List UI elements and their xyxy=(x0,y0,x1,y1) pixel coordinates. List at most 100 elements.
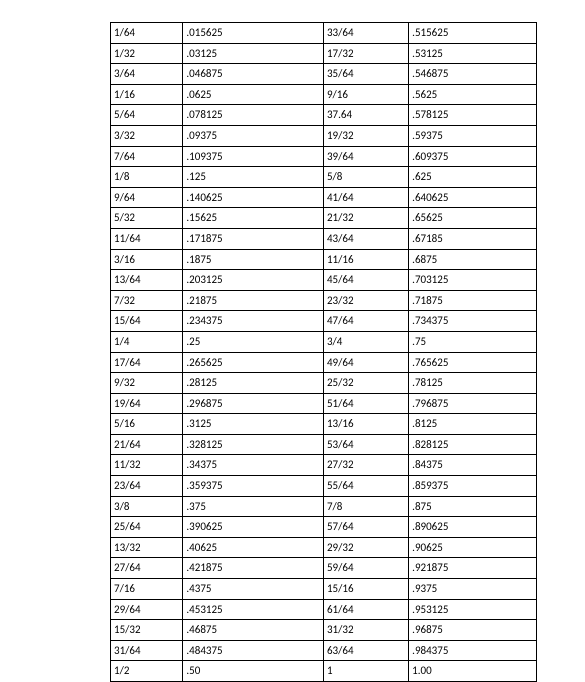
table-cell: .67185 xyxy=(409,228,537,249)
table-cell: .828125 xyxy=(409,434,537,455)
table-cell: 31/64 xyxy=(111,640,183,661)
table-cell: 63/64 xyxy=(323,640,408,661)
table-cell: 5/8 xyxy=(323,167,408,188)
table-row: 15/32.4687531/32.96875 xyxy=(111,620,537,641)
table-cell: .50 xyxy=(183,661,324,682)
table-cell: 1/2 xyxy=(111,661,183,682)
table-cell: .09375 xyxy=(183,125,324,146)
table-cell: .53125 xyxy=(409,43,537,64)
table-cell: .1875 xyxy=(183,249,324,270)
table-cell: .296875 xyxy=(183,393,324,414)
table-cell: 11/64 xyxy=(111,228,183,249)
table-cell: 5/32 xyxy=(111,208,183,229)
table-cell: .25 xyxy=(183,331,324,352)
table-cell: .96875 xyxy=(409,620,537,641)
table-cell: 29/64 xyxy=(111,599,183,620)
table-row: 27/64.42187559/64.921875 xyxy=(111,558,537,579)
table-cell: 11/16 xyxy=(323,249,408,270)
table-row: 13/32.4062529/32.90625 xyxy=(111,537,537,558)
table-cell: 19/32 xyxy=(323,125,408,146)
table-cell: .609375 xyxy=(409,146,537,167)
table-row: 31/64.48437563/64.984375 xyxy=(111,640,537,661)
table-row: 11/32.3437527/32.84375 xyxy=(111,455,537,476)
table-cell: 29/32 xyxy=(323,537,408,558)
table-cell: .390625 xyxy=(183,517,324,538)
table-row: 23/64.35937555/64.859375 xyxy=(111,476,537,497)
table-row: 3/32.0937519/32.59375 xyxy=(111,125,537,146)
table-cell: 21/32 xyxy=(323,208,408,229)
table-cell: 1/8 xyxy=(111,167,183,188)
table-cell: .140625 xyxy=(183,187,324,208)
table-cell: .4375 xyxy=(183,579,324,600)
table-cell: .75 xyxy=(409,331,537,352)
table-cell: 11/32 xyxy=(111,455,183,476)
table-row: 7/64.10937539/64.609375 xyxy=(111,146,537,167)
table-cell: .625 xyxy=(409,167,537,188)
table-row: 1/8.1255/8.625 xyxy=(111,167,537,188)
table-row: 1/2.5011.00 xyxy=(111,661,537,682)
table-cell: 1/16 xyxy=(111,84,183,105)
table-cell: .328125 xyxy=(183,434,324,455)
table-row: 1/64.01562533/64.515625 xyxy=(111,23,537,44)
table-cell: .0625 xyxy=(183,84,324,105)
table-cell: 47/64 xyxy=(323,311,408,332)
table-cell: .859375 xyxy=(409,476,537,497)
table-cell: 23/32 xyxy=(323,290,408,311)
table-cell: 9/32 xyxy=(111,373,183,394)
table-cell: 17/32 xyxy=(323,43,408,64)
table-cell: 55/64 xyxy=(323,476,408,497)
table-row: 7/16.437515/16.9375 xyxy=(111,579,537,600)
table-cell: 25/64 xyxy=(111,517,183,538)
table-cell: 3/8 xyxy=(111,496,183,517)
table-cell: .84375 xyxy=(409,455,537,476)
table-cell: 5/16 xyxy=(111,414,183,435)
table-row: 25/64.39062557/64.890625 xyxy=(111,517,537,538)
table-cell: .8125 xyxy=(409,414,537,435)
table-cell: 37.64 xyxy=(323,105,408,126)
table-row: 5/64.07812537.64.578125 xyxy=(111,105,537,126)
table-row: 3/16.187511/16.6875 xyxy=(111,249,537,270)
table-cell: 15/64 xyxy=(111,311,183,332)
table-row: 1/16.06259/16.5625 xyxy=(111,84,537,105)
table-cell: 7/64 xyxy=(111,146,183,167)
table-cell: .703125 xyxy=(409,270,537,291)
fraction-decimal-table: 1/64.01562533/64.5156251/32.0312517/32.5… xyxy=(110,22,537,682)
table-cell: .421875 xyxy=(183,558,324,579)
table-cell: 3/64 xyxy=(111,64,183,85)
table-cell: 9/64 xyxy=(111,187,183,208)
table-cell: 39/64 xyxy=(323,146,408,167)
table-cell: .640625 xyxy=(409,187,537,208)
table-cell: 1/64 xyxy=(111,23,183,44)
table-cell: 1 xyxy=(323,661,408,682)
table-cell: 9/16 xyxy=(323,84,408,105)
table-cell: .78125 xyxy=(409,373,537,394)
table-cell: .984375 xyxy=(409,640,537,661)
table-cell: .5625 xyxy=(409,84,537,105)
table-cell: .234375 xyxy=(183,311,324,332)
table-cell: 15/16 xyxy=(323,579,408,600)
table-cell: 25/32 xyxy=(323,373,408,394)
table-row: 21/64.32812553/64.828125 xyxy=(111,434,537,455)
table-cell: .28125 xyxy=(183,373,324,394)
table-cell: 23/64 xyxy=(111,476,183,497)
table-cell: .515625 xyxy=(409,23,537,44)
table-row: 29/64.45312561/64.953125 xyxy=(111,599,537,620)
table-cell: 27/32 xyxy=(323,455,408,476)
table-cell: 5/64 xyxy=(111,105,183,126)
table-cell: 43/64 xyxy=(323,228,408,249)
table-cell: 35/64 xyxy=(323,64,408,85)
table-cell: 3/32 xyxy=(111,125,183,146)
table-cell: .265625 xyxy=(183,352,324,373)
table-cell: 1/4 xyxy=(111,331,183,352)
table-cell: 3/4 xyxy=(323,331,408,352)
table-cell: .875 xyxy=(409,496,537,517)
table-cell: .375 xyxy=(183,496,324,517)
table-cell: 51/64 xyxy=(323,393,408,414)
table-cell: .03125 xyxy=(183,43,324,64)
table-cell: .015625 xyxy=(183,23,324,44)
table-cell: .796875 xyxy=(409,393,537,414)
table-cell: 53/64 xyxy=(323,434,408,455)
table-cell: 21/64 xyxy=(111,434,183,455)
table-row: 7/32.2187523/32.71875 xyxy=(111,290,537,311)
table-cell: 13/16 xyxy=(323,414,408,435)
